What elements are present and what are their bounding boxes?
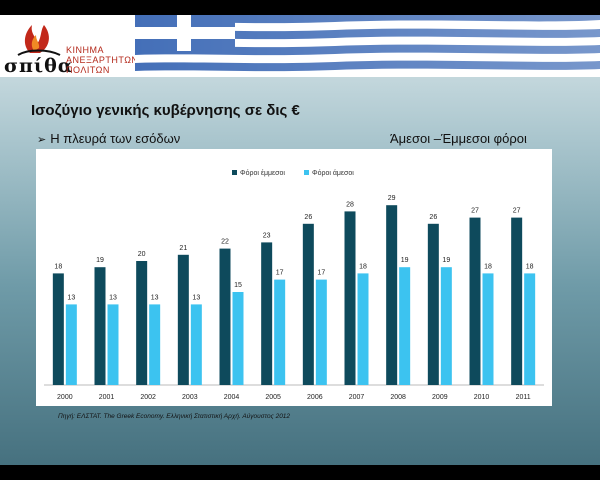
page-title: Ισοζύγιο γενικής κυβέρνησης σε δις € [31, 102, 300, 119]
arrow-bullet-icon: ➢ [37, 134, 47, 146]
bar-value-label: 22 [221, 239, 229, 246]
logo-wordmark: σπίθα [4, 55, 74, 77]
bar-value-label: 27 [471, 208, 479, 215]
chart: Φόροι έμμεσοι Φόροι άμεσοι 18 13 2000 19 13 200… [36, 149, 552, 406]
legend-swatch [304, 170, 309, 175]
legend-swatch [232, 170, 237, 175]
bar [107, 304, 119, 385]
bar [190, 304, 202, 385]
bar-value-label: 18 [526, 263, 534, 270]
bar-value-label: 15 [234, 282, 242, 289]
x-tick-label: 2004 [224, 394, 240, 401]
x-tick-label: 2005 [265, 394, 281, 401]
x-tick-label: 2010 [474, 394, 490, 401]
bar [52, 273, 64, 385]
bar [232, 292, 244, 385]
bar-value-label: 28 [346, 201, 354, 208]
x-tick-label: 2002 [140, 394, 156, 401]
greek-flag-graphic [135, 15, 600, 77]
tax-type-subtitle: Άμεσοι –Έμμεσοι φόροι [390, 131, 527, 146]
greek-flag [135, 15, 600, 77]
bar-value-label: 26 [304, 214, 312, 221]
x-tick-label: 2003 [182, 394, 198, 401]
x-tick-label: 2008 [390, 394, 406, 401]
section-subtitle-text: Η πλευρά των εσόδων [50, 131, 181, 146]
bar-value-label: 26 [429, 214, 437, 221]
bar [274, 279, 286, 385]
bar-value-label: 21 [179, 245, 187, 252]
x-tick-label: 2000 [57, 394, 73, 401]
bar-value-label: 29 [388, 195, 396, 202]
bar-value-label: 27 [513, 208, 521, 215]
x-tick-label: 2006 [307, 394, 323, 401]
bar [469, 217, 481, 385]
bar [94, 267, 106, 385]
bar [219, 248, 231, 385]
bar [302, 223, 314, 385]
source-note: Πηγή: ΕΛΣΤΑΤ. The Greek Economy. Ελληνικ… [58, 413, 291, 420]
bar-value-label: 13 [192, 294, 200, 301]
bar-value-label: 18 [359, 263, 367, 270]
logo-org-line3: ΠΟΛΙΤΩΝ [66, 65, 110, 75]
bar-value-label: 13 [67, 294, 75, 301]
bar-value-label: 19 [96, 257, 104, 264]
bar [427, 223, 439, 385]
x-tick-label: 2009 [432, 394, 448, 401]
logo-org-name: ΚΙΝΗΜΑ ΑΝΕΞΑΡΤΗΤΩΝ ΠΟΛΙΤΩΝ [66, 45, 138, 75]
legend-label: Φόροι έμμεσοι [240, 169, 285, 177]
bar [399, 267, 411, 385]
bar-value-label: 13 [109, 294, 117, 301]
bar [177, 254, 189, 385]
header-band: σπίθα ΚΙΝΗΜΑ ΑΝΕΞΑΡΤΗΤΩΝ ΠΟΛΙΤΩΝ [0, 15, 600, 77]
logo-org-line2: ΑΝΕΞΑΡΤΗΤΩΝ [66, 55, 139, 65]
bar [344, 211, 356, 385]
bar-value-label: 18 [54, 263, 62, 270]
bar-value-label: 19 [401, 257, 409, 264]
bar [261, 242, 273, 385]
x-tick-label: 2001 [99, 394, 115, 401]
bar-value-label: 20 [138, 251, 146, 258]
x-tick-label: 2011 [516, 394, 531, 401]
bar [524, 273, 536, 385]
bar-value-label: 23 [263, 232, 271, 239]
bar-value-label: 17 [317, 270, 325, 277]
section-subtitle: ➢ Η πλευρά των εσόδων [37, 131, 180, 146]
bar [440, 267, 452, 385]
bar [65, 304, 77, 385]
bar [511, 217, 523, 385]
logo-org-line1: ΚΙΝΗΜΑ [66, 45, 105, 55]
bar-value-label: 18 [484, 263, 492, 270]
bar-value-label: 17 [276, 270, 284, 277]
bar [482, 273, 494, 385]
legend-label: Φόροι άμεσοι [312, 169, 354, 177]
bar [357, 273, 369, 385]
bar [136, 261, 148, 385]
bar [315, 279, 327, 385]
flame-icon [17, 25, 61, 56]
bar [149, 304, 161, 385]
x-tick-label: 2007 [349, 394, 365, 401]
bar-value-label: 19 [442, 257, 450, 264]
bar [386, 205, 398, 385]
slide: σπίθα ΚΙΝΗΜΑ ΑΝΕΞΑΡΤΗΤΩΝ ΠΟΛΙΤΩΝ [0, 15, 600, 465]
bar-chart-svg: Φόροι έμμεσοι Φόροι άμεσοι 18 13 2000 19 13 200… [44, 169, 544, 401]
logo: σπίθα ΚΙΝΗΜΑ ΑΝΕΞΑΡΤΗΤΩΝ ΠΟΛΙΤΩΝ [4, 15, 144, 77]
bar-value-label: 13 [151, 294, 159, 301]
